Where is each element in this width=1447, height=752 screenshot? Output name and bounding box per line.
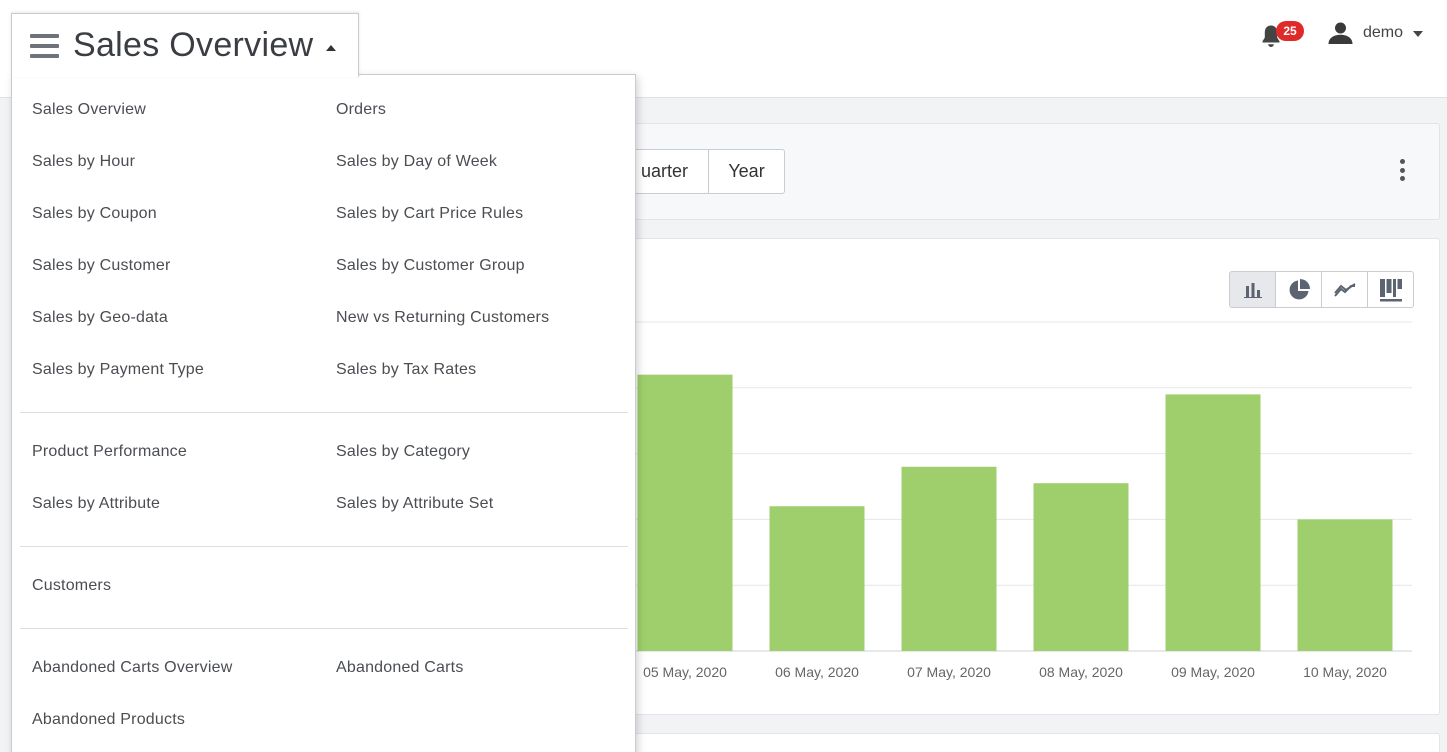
- bell-icon[interactable]: [1260, 24, 1282, 48]
- user-icon: [1328, 22, 1353, 44]
- period-year-button[interactable]: Year: [708, 149, 785, 194]
- menu-item-sales-by-geo-data[interactable]: Sales by Geo-data: [32, 309, 168, 326]
- notification-badge: 25: [1276, 21, 1304, 41]
- line-chart-button[interactable]: [1321, 271, 1368, 308]
- menu-item-sales-by-day-of-week[interactable]: Sales by Day of Week: [336, 153, 498, 170]
- menu-item-orders[interactable]: Orders: [336, 101, 387, 118]
- menu-item-sales-by-hour[interactable]: Sales by Hour: [32, 153, 136, 170]
- x-tick-label: 10 May, 2020: [1303, 664, 1387, 680]
- menu-item-new-vs-returning-customers[interactable]: New vs Returning Customers: [336, 309, 550, 326]
- menu-divider: [20, 412, 628, 413]
- menu-item-abandoned-carts[interactable]: Abandoned Carts: [336, 659, 464, 676]
- menu-item-sales-by-attribute[interactable]: Sales by Attribute: [32, 495, 161, 512]
- menu-item-sales-by-coupon[interactable]: Sales by Coupon: [32, 205, 157, 222]
- chart-type-switcher: [1229, 271, 1414, 308]
- table-chart-icon: [1379, 278, 1402, 301]
- menu-divider: [20, 628, 628, 629]
- page-title: Sales Overview: [73, 26, 314, 64]
- user-name: demo: [1363, 24, 1404, 41]
- menu-item-product-performance[interactable]: Product Performance: [32, 443, 187, 460]
- x-tick-label: 09 May, 2020: [1171, 664, 1255, 680]
- pie-chart-icon: [1289, 278, 1310, 299]
- menu-item-sales-by-cart-price-rules[interactable]: Sales by Cart Price Rules: [336, 205, 524, 222]
- bar-chart-icon: [1243, 282, 1262, 298]
- menu-item-sales-by-payment-type[interactable]: Sales by Payment Type: [32, 361, 204, 378]
- line-chart-icon: [1333, 282, 1356, 297]
- chart-bar[interactable]: [901, 466, 997, 651]
- pie-chart-button[interactable]: [1275, 271, 1322, 308]
- menu-item-sales-by-customer[interactable]: Sales by Customer: [32, 257, 171, 274]
- x-tick-label: 07 May, 2020: [907, 664, 991, 680]
- bar-chart-button[interactable]: [1229, 271, 1276, 308]
- chart-bar[interactable]: [769, 506, 865, 651]
- menu-item-abandoned-carts-overview[interactable]: Abandoned Carts Overview: [32, 659, 233, 676]
- hamburger-icon: [30, 33, 59, 58]
- menu-item-sales-by-attribute-set[interactable]: Sales by Attribute Set: [336, 495, 494, 512]
- menu-divider: [20, 546, 628, 547]
- menu-item-customers[interactable]: Customers: [32, 577, 112, 594]
- chart-bar[interactable]: [1033, 483, 1129, 651]
- x-tick-label: 05 May, 2020: [643, 664, 727, 680]
- report-dropdown-menu: Sales Overview Orders Sales by Hour Sales b…: [11, 74, 636, 752]
- user-menu[interactable]: demo: [1328, 22, 1424, 44]
- chart-bar[interactable]: [637, 374, 733, 651]
- menu-item-sales-by-category[interactable]: Sales by Category: [336, 443, 471, 460]
- menu-item-sales-by-tax-rates[interactable]: Sales by Tax Rates: [336, 361, 477, 378]
- more-options-icon[interactable]: [1396, 158, 1408, 182]
- x-tick-label: 08 May, 2020: [1039, 664, 1123, 680]
- chart-bar[interactable]: [1165, 394, 1261, 651]
- table-chart-button[interactable]: [1367, 271, 1414, 308]
- caret-down-icon: [1413, 31, 1424, 37]
- menu-item-sales-by-customer-group[interactable]: Sales by Customer Group: [336, 257, 525, 274]
- menu-item-abandoned-products[interactable]: Abandoned Products: [32, 711, 186, 728]
- menu-item-sales-overview[interactable]: Sales Overview: [32, 101, 146, 118]
- chart-bar[interactable]: [1297, 519, 1393, 651]
- report-selector-toggle[interactable]: Sales Overview: [11, 13, 359, 77]
- caret-up-icon: [326, 44, 337, 51]
- x-tick-label: 06 May, 2020: [775, 664, 859, 680]
